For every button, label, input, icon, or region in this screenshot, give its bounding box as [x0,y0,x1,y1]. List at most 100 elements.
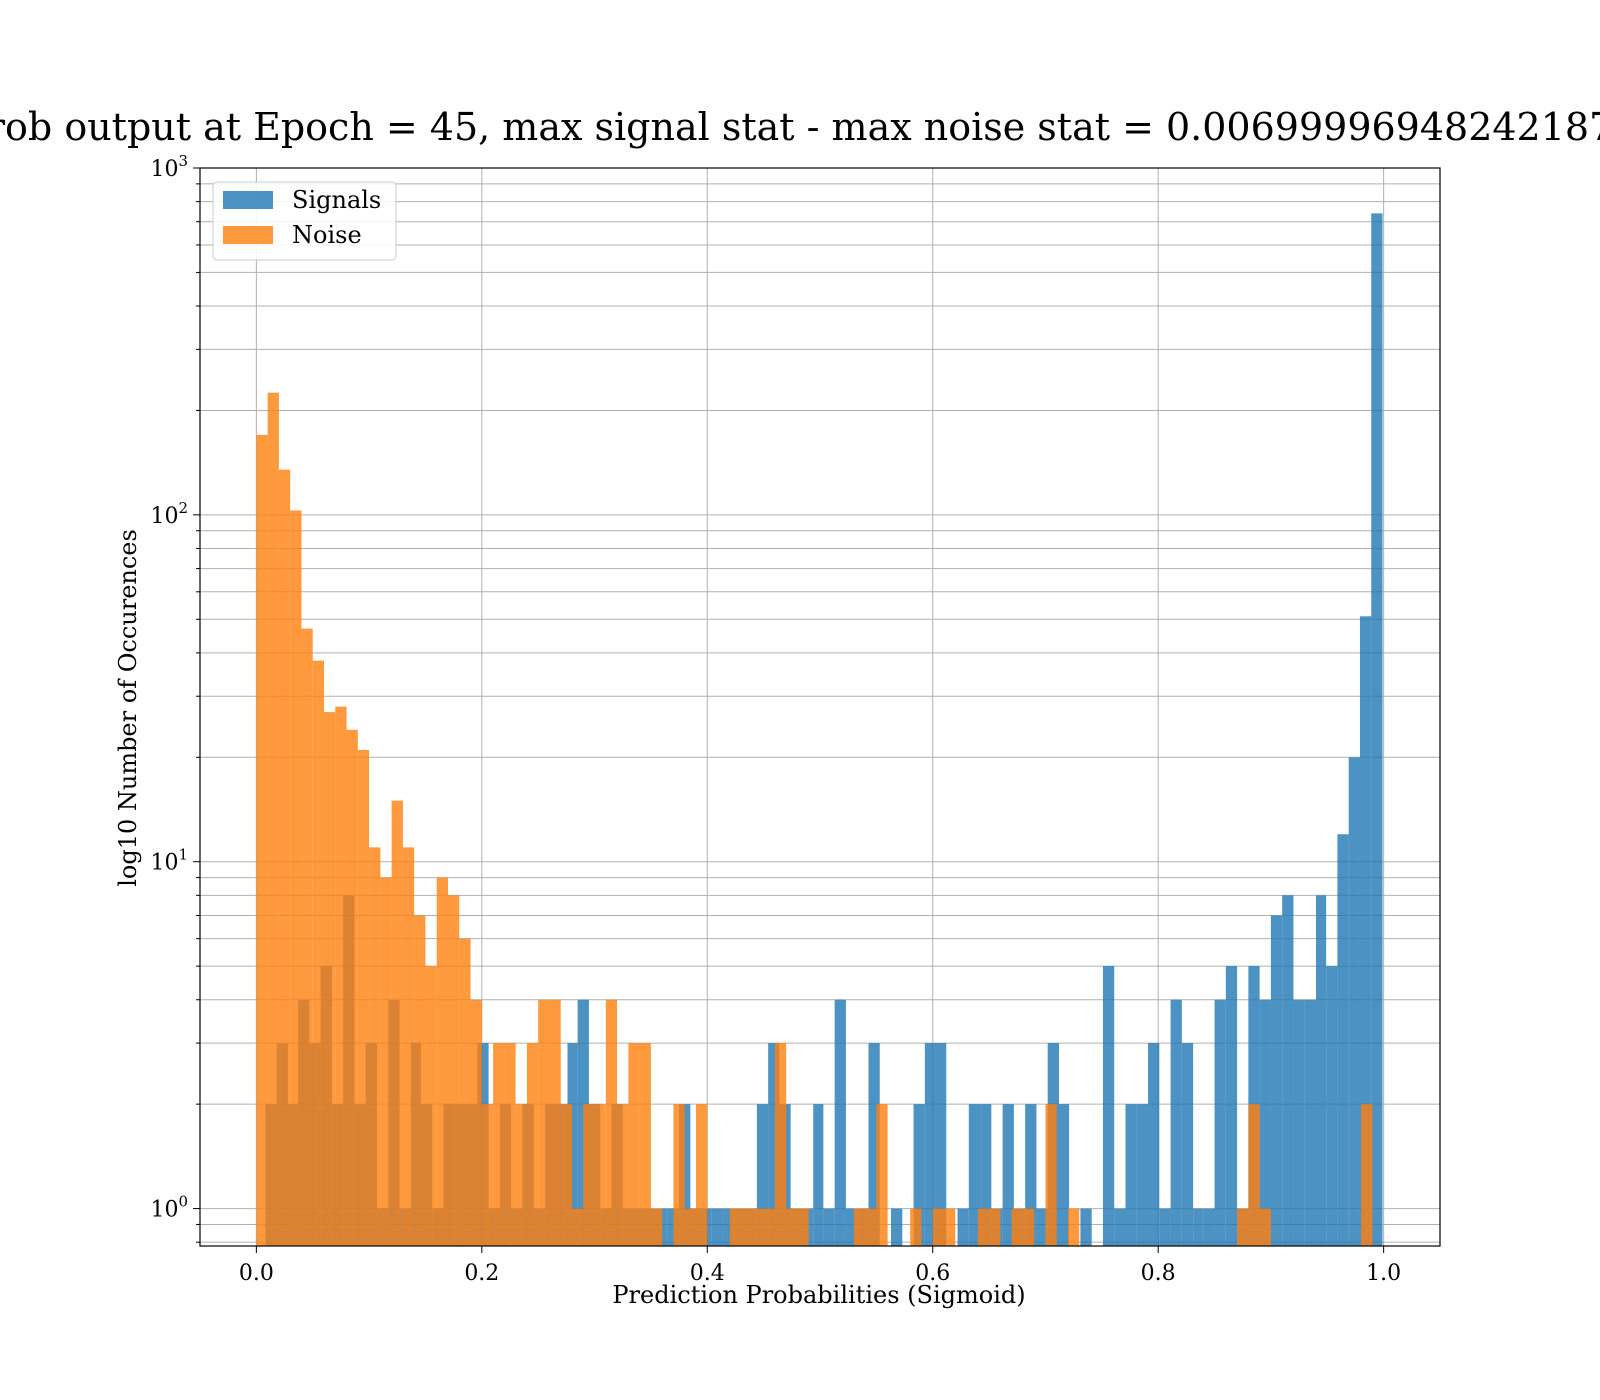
x-tick-label: 0.8 [1141,1261,1176,1286]
signals-bar [1025,1104,1037,1246]
noise-bar [414,915,426,1246]
noise-bar [572,1208,584,1246]
x-tick-label: 0.4 [690,1261,725,1286]
signals-bar [1371,213,1383,1247]
noise-bar [797,1208,809,1246]
signals-bar [1259,999,1271,1246]
signals-bar [1170,999,1182,1246]
noise-bar [876,1104,888,1246]
noise-bar [1068,1208,1080,1246]
signals-bar [1348,757,1360,1246]
legend-swatch-noise [223,226,273,244]
noise-bar [470,999,482,1246]
legend-swatch-signals [223,191,273,209]
noise-bar [583,1104,595,1246]
noise-bar [459,938,471,1246]
signals-bar [1214,999,1226,1246]
noise-bar [290,510,302,1246]
noise-bar [684,1208,696,1246]
noise-bar [312,660,324,1246]
noise-bar [267,392,279,1246]
x-tick-label: 0.0 [239,1261,274,1286]
noise-bar [1361,1104,1373,1246]
x-tick-label: 0.2 [464,1261,499,1286]
signals-bar [567,1043,578,1246]
signals-bar [768,1043,780,1246]
signals-bar [723,1208,735,1246]
signals-bar [924,1043,935,1246]
signals-bar [1125,1104,1137,1246]
noise-bar [448,895,460,1246]
noise-bar [932,1208,944,1246]
signals-bar [1080,1208,1092,1246]
signals-bar [1270,915,1283,1246]
noise-bar [1259,1208,1271,1246]
noise-bar [515,1104,527,1246]
signals-bar [1225,966,1238,1246]
noise-bar [989,1208,1001,1246]
legend: Signals Noise [212,181,397,261]
signals-bar [834,999,846,1246]
noise-bar [402,847,415,1246]
noise-bar [865,1208,877,1246]
signals-bar [1114,1208,1126,1246]
signals-bar [813,1104,824,1246]
signals-bar [1359,616,1372,1246]
noise-bar [853,1208,866,1246]
signals-bar [1058,1104,1070,1246]
signals-bar [823,1208,835,1246]
noise-bar [752,1208,764,1246]
noise-bar [763,1208,775,1246]
noise-bar [1045,1104,1057,1246]
noise-bar [346,729,358,1246]
noise-bar [324,712,336,1246]
signals-bar [1316,895,1327,1246]
signals-bar [868,1043,880,1246]
noise-bar [605,999,618,1246]
signals-bar [968,1104,981,1246]
noise-bar [493,1043,505,1246]
noise-bar [1237,1208,1249,1246]
noise-bar [650,1208,663,1246]
noise-bar [301,628,313,1246]
y-tick-label: 100 [150,1193,188,1223]
x-axis-label: Prediction Probabilities (Sigmoid) [612,1281,1025,1309]
y-tick-label: 101 [150,846,188,876]
series-noise [256,392,1373,1247]
signals-bar [891,1208,903,1246]
noise-bar [594,1104,606,1246]
histogram-bars [256,213,1383,1247]
signals-bar [1102,966,1115,1246]
signals-bar [1136,1104,1149,1246]
noise-bar [560,1104,572,1246]
signals-bar [845,1208,858,1246]
signals-bar [711,1208,724,1246]
legend-label-noise: Noise [292,221,362,249]
signals-bar [1002,1104,1014,1246]
signals-bar [957,1208,969,1246]
signals-bar [1293,999,1305,1246]
axis-ticks: 0.0 0.2 0.4 0.6 0.8 1.0 100 101 102 103 [150,152,1401,1286]
noise-bar [944,1208,956,1246]
noise-bar [369,847,381,1246]
noise-bar [1011,1208,1023,1246]
y-tick-label: 103 [150,152,188,182]
x-tick-label: 0.6 [915,1261,950,1286]
y-axis-label: log10 Number of Occurences [114,529,142,887]
noise-bar [774,1043,787,1246]
legend-label-signals: Signals [292,186,381,214]
noise-bar [1022,1208,1035,1246]
signals-bar [1181,1043,1194,1246]
plot-area-frame [199,167,1441,1247]
noise-bar [278,469,291,1247]
y-tick-label: 102 [150,499,188,529]
noise-bar [549,999,561,1246]
noise-bar [436,877,448,1246]
noise-bar [425,966,437,1246]
noise-bar [504,1043,516,1246]
signals-bar [1036,1208,1048,1246]
noise-bar [673,1104,685,1246]
noise-bar [786,1208,798,1246]
signals-bar [1148,1043,1160,1246]
